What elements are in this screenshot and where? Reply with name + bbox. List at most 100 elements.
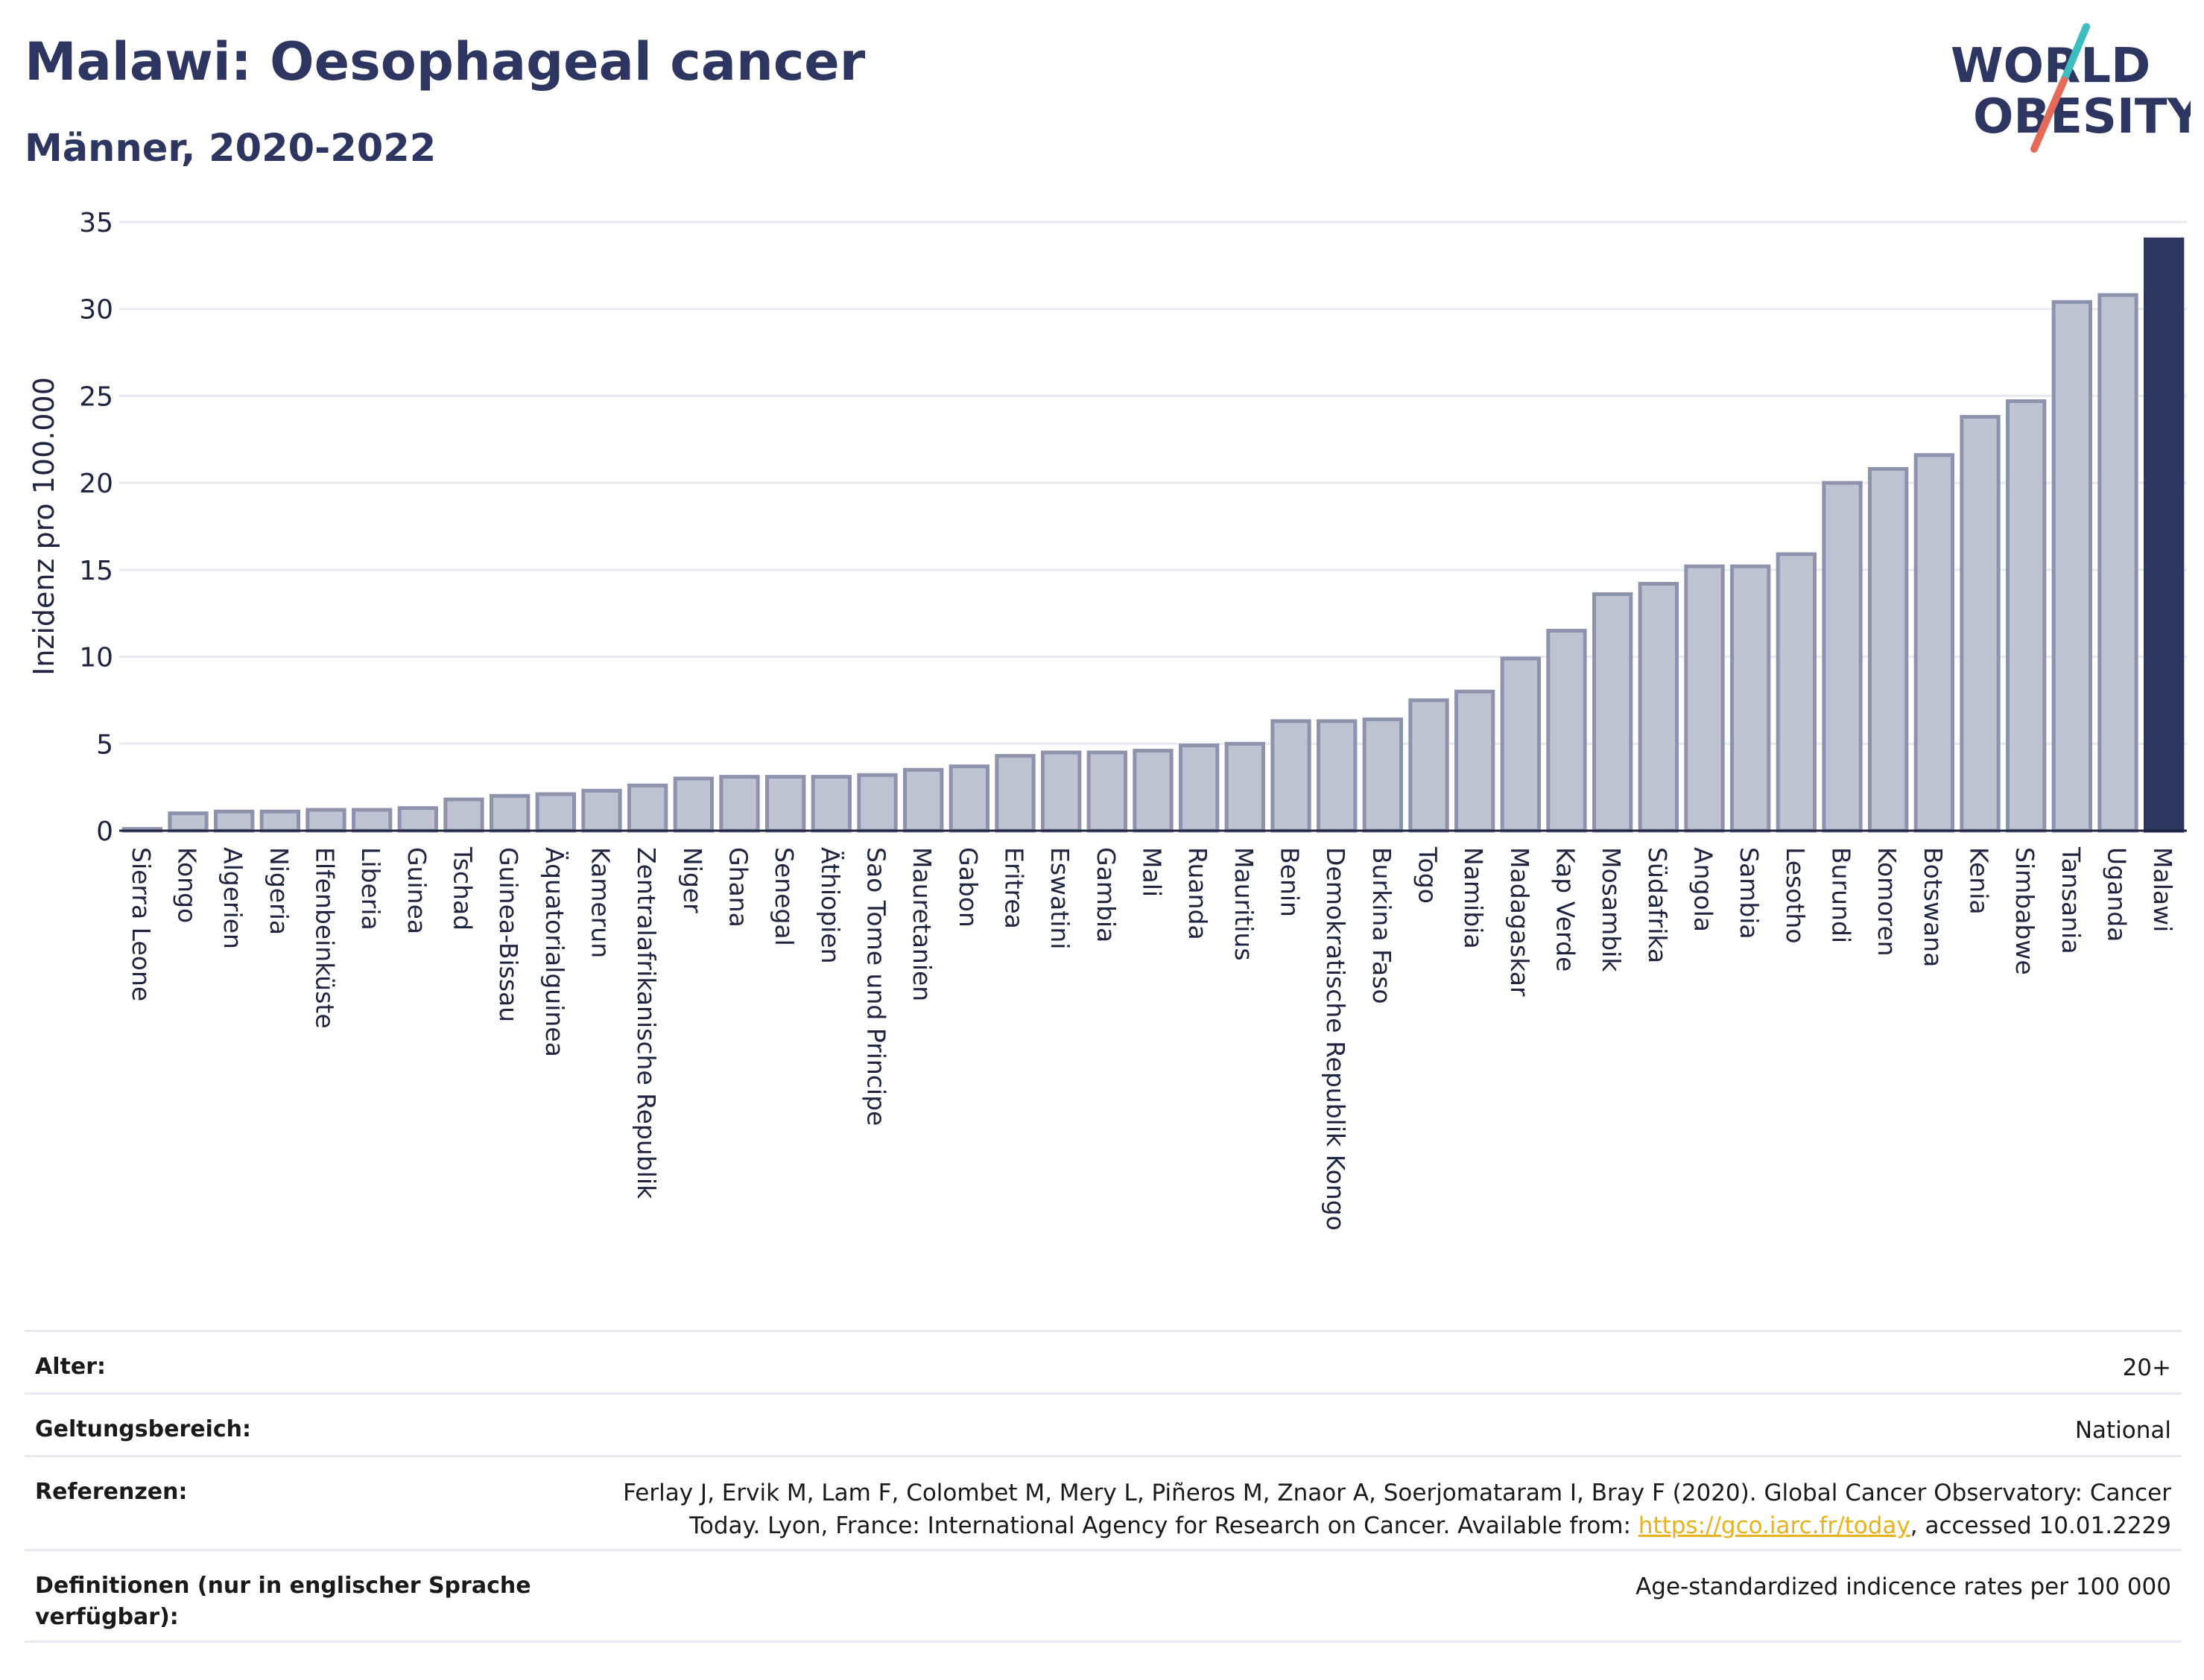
logo-slash-coral bbox=[2030, 77, 2068, 153]
bar-algerien bbox=[214, 809, 255, 833]
x-tick-label: Eswatini bbox=[1045, 847, 1074, 949]
x-tick-label: Kap Verde bbox=[1551, 847, 1580, 971]
bar-angola bbox=[1684, 564, 1725, 833]
bar-südafrika bbox=[1638, 582, 1679, 833]
bar-niger bbox=[673, 776, 715, 833]
bar-tschad bbox=[443, 797, 484, 833]
definitions-value: Age-standardized indicence rates per 100… bbox=[1635, 1573, 2171, 1600]
x-tick-label: Senegal bbox=[770, 847, 799, 946]
x-tick-label: Äthiopien bbox=[816, 847, 845, 964]
x-tick-label: Gabon bbox=[954, 847, 983, 928]
bar-sao-tome-und-principe bbox=[857, 773, 898, 833]
logo-slash-teal bbox=[2060, 23, 2090, 84]
bar-burkina-faso bbox=[1362, 717, 1403, 833]
x-tick-label: Madagaskar bbox=[1505, 847, 1534, 997]
bar-simbabwe bbox=[2006, 399, 2047, 833]
meta-row-scope: Geltungsbereich: National bbox=[25, 1392, 2182, 1455]
x-tick-label: Benin bbox=[1276, 847, 1305, 917]
bar-malawi bbox=[2144, 237, 2185, 833]
y-tick-label: 5 bbox=[96, 729, 113, 760]
bar-eswatini bbox=[1041, 750, 1082, 833]
x-tick-label: Togo bbox=[1413, 846, 1443, 904]
bar-liberia bbox=[352, 808, 393, 833]
x-tick-label: Sierra Leone bbox=[127, 847, 156, 1001]
x-tick-label: Angola bbox=[1689, 847, 1718, 932]
x-tick-label: Uganda bbox=[2103, 847, 2132, 942]
x-tick-label: Burundi bbox=[1827, 847, 1856, 943]
bar-mali bbox=[1133, 749, 1174, 833]
bar-eritrea bbox=[995, 754, 1036, 833]
x-tick-label: Guinea-Bissau bbox=[494, 847, 523, 1022]
x-tick-label: Sao Tome und Principe bbox=[862, 847, 891, 1126]
x-tick-label: Algerien bbox=[218, 847, 247, 949]
scope-value: National bbox=[2074, 1417, 2171, 1444]
bar-kamerun bbox=[581, 788, 622, 833]
bar-äthiopien bbox=[811, 775, 852, 833]
references-label: Referenzen: bbox=[35, 1479, 188, 1505]
bar-ruanda bbox=[1179, 744, 1220, 833]
x-tick-label: Südafrika bbox=[1643, 847, 1672, 963]
page-subtitle: Männer, 2020-2022 bbox=[25, 127, 437, 171]
logo-text-world: WORLD bbox=[1951, 39, 2150, 94]
bar-gambia bbox=[1086, 750, 1127, 833]
y-tick-label: 35 bbox=[79, 208, 113, 238]
x-tick-label: Tschad bbox=[449, 846, 478, 931]
bar-demokratische-republik-kongo bbox=[1317, 719, 1358, 833]
x-tick-label: Botswana bbox=[1919, 847, 1948, 967]
references-text: Ferlay J, Ervik M, Lam F, Colombet M, Me… bbox=[623, 1480, 2171, 1539]
bar-senegal bbox=[765, 775, 806, 833]
x-tick-label: Demokratische Republik Kongo bbox=[1321, 847, 1350, 1231]
x-tick-label: Komoren bbox=[1872, 847, 1901, 957]
x-tick-label: Elfenbeinküste bbox=[311, 847, 340, 1029]
x-tick-label: Burkina Faso bbox=[1367, 847, 1396, 1004]
y-tick-label: 0 bbox=[96, 817, 113, 847]
bar-mosambik bbox=[1592, 592, 1633, 833]
references-accessed: , accessed 10.01.2229 bbox=[1910, 1512, 2171, 1539]
bar-kenia bbox=[1960, 414, 2001, 833]
x-tick-label: Ghana bbox=[724, 847, 753, 928]
bar-guinea bbox=[397, 806, 439, 833]
logo-text-obesity: OBESITY bbox=[1973, 89, 2191, 145]
bar-komoren bbox=[1868, 466, 1909, 833]
x-tick-label: Simbabwe bbox=[2010, 847, 2039, 975]
bar-togo bbox=[1408, 698, 1449, 833]
age-value: 20+ bbox=[2122, 1354, 2171, 1381]
x-tick-label: Malawi bbox=[2148, 847, 2177, 932]
bar-kap-verde bbox=[1546, 629, 1587, 833]
bar-zentralafrikanische-republik bbox=[627, 783, 668, 833]
x-tick-label: Guinea bbox=[402, 847, 431, 934]
bar-guinea-bissau bbox=[490, 793, 531, 833]
definitions-label: Definitionen (nur in englischer Sprache … bbox=[35, 1573, 531, 1630]
bar-lesotho bbox=[1776, 552, 1817, 833]
bar-äquatorialguinea bbox=[535, 792, 577, 833]
x-tick-label: Kamerun bbox=[586, 847, 615, 958]
bar-nigeria bbox=[259, 809, 300, 833]
bar-kongo bbox=[168, 811, 209, 833]
x-tick-label: Nigeria bbox=[265, 847, 294, 935]
x-tick-label: Tansania bbox=[2056, 846, 2086, 954]
x-tick-label: Niger bbox=[678, 847, 707, 913]
bar-gabon bbox=[949, 764, 989, 833]
x-tick-label: Kongo bbox=[173, 847, 202, 923]
meta-row-references: Referenzen: Ferlay J, Ervik M, Lam F, Co… bbox=[25, 1455, 2182, 1549]
x-tick-label: Gambia bbox=[1092, 847, 1121, 942]
bars bbox=[121, 237, 2185, 833]
age-label: Alter: bbox=[35, 1354, 106, 1380]
bar-mauritius bbox=[1224, 741, 1265, 833]
x-tick-label: Mauretanien bbox=[908, 847, 937, 1001]
y-tick-label: 25 bbox=[79, 381, 113, 412]
x-tick-label: Liberia bbox=[356, 847, 385, 931]
meta-row-definitions: Definitionen (nur in englischer Sprache … bbox=[25, 1549, 2182, 1643]
bar-benin bbox=[1270, 719, 1311, 833]
references-link[interactable]: https://gco.iarc.fr/today bbox=[1638, 1512, 1910, 1539]
x-tick-label: Kenia bbox=[1965, 847, 1994, 915]
y-axis-ticks: 0 5 10 15 20 25 30 35 bbox=[79, 208, 113, 847]
y-tick-label: 20 bbox=[79, 469, 113, 499]
x-tick-label: Eritrea bbox=[1000, 847, 1029, 929]
x-tick-label: Mauritius bbox=[1229, 847, 1258, 961]
x-tick-label: Äquatorialguinea bbox=[540, 847, 569, 1057]
bar-elfenbeinküste bbox=[305, 808, 346, 833]
bar-botswana bbox=[1913, 453, 1955, 833]
bar-burundi bbox=[1822, 481, 1863, 833]
bar-ghana bbox=[719, 775, 760, 833]
